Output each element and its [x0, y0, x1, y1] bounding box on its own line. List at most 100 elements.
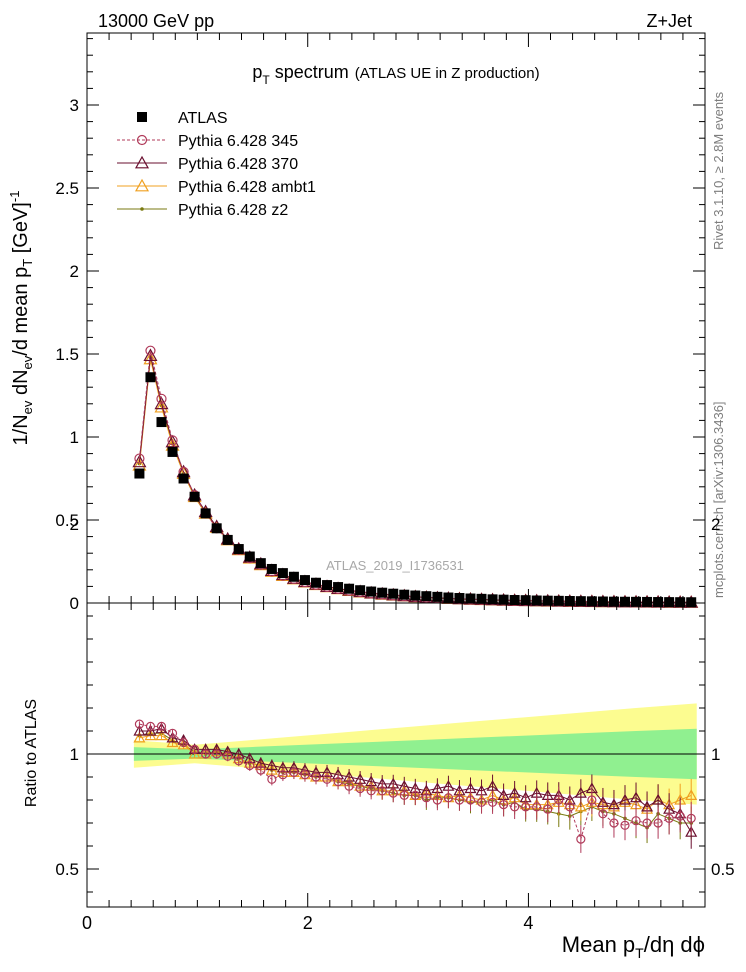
point-atlas: [631, 596, 642, 607]
ratio-point-p345: [223, 751, 233, 761]
legend: ATLAS Pythia 6.428 345 Pythia 6.428 370 Pyt…: [117, 110, 316, 219]
ratio-point-p345: [664, 813, 674, 824]
ratio-point-p345: [642, 818, 652, 828]
ratio-point-p345: [454, 795, 465, 805]
legend-entry-ambt1: Pythia 6.428 ambt1: [117, 178, 316, 196]
main-panel: 0 0.5 1 1.5 2 2.5 3: [55, 32, 706, 613]
ratio-point-p345: [344, 781, 354, 791]
header-process-label: Z+Jet: [646, 11, 692, 31]
point-atlas: [266, 563, 277, 574]
mcplots-label: mcplots.cern.ch [arXiv:1306.3436]: [711, 401, 726, 598]
point-atlas: [432, 591, 443, 602]
ratio-point-p345: [487, 797, 498, 807]
ratio-point-p345: [289, 767, 299, 778]
y-tick-label: 1.5: [55, 345, 79, 364]
point-p345: [156, 393, 167, 404]
point-atlas: [167, 446, 178, 457]
legend-entry-z2: Pythia 6.428 z2: [117, 202, 288, 219]
ratio-point-p370: [685, 825, 698, 837]
ratio-point-ambt1: [133, 731, 146, 743]
ratio-point-p370: [652, 793, 665, 805]
ratio-point-p345: [498, 799, 509, 810]
point-p345: [167, 435, 178, 446]
ratio-point-p345: [267, 774, 277, 784]
point-p370: [132, 454, 147, 468]
point-atlas: [200, 508, 211, 519]
point-atlas: [178, 473, 189, 484]
ratio-point-p345: [443, 793, 454, 803]
rivet-version-label: Rivet 3.1.10, ≥ 2.8M events: [711, 91, 726, 250]
point-atlas: [377, 587, 388, 598]
point-p370: [143, 348, 158, 362]
point-atlas: [575, 596, 586, 607]
ratio-point-p370: [133, 724, 146, 736]
point-atlas: [322, 580, 333, 591]
point-p345: [145, 345, 156, 356]
ratio-point-p345: [686, 813, 696, 824]
ratio-point-p345: [620, 820, 630, 830]
x-tick-label: 4: [523, 913, 533, 933]
ratio-point-p345: [134, 719, 145, 729]
ratio-y-tick-label-right: 2: [711, 515, 720, 534]
point-ambt1: [154, 399, 169, 413]
point-atlas: [619, 596, 630, 607]
point-atlas: [399, 589, 410, 600]
point-atlas: [355, 585, 366, 596]
point-atlas: [675, 597, 686, 608]
point-atlas: [222, 534, 233, 545]
ratio-point-p345: [178, 737, 189, 748]
ratio-point-p345: [521, 802, 531, 812]
point-atlas: [531, 595, 542, 606]
point-atlas: [553, 595, 564, 606]
ratio-point-p345: [532, 802, 542, 812]
ratio-point-ambt1: [155, 729, 168, 741]
ratio-y-axis-label: Ratio to ATLAS: [23, 699, 40, 807]
point-atlas: [586, 596, 597, 607]
ratio-point-p345: [631, 816, 641, 826]
legend-label-ambt1: Pythia 6.428 ambt1: [178, 179, 316, 196]
ratio-point-p345: [388, 788, 398, 798]
y-tick-label: 0.5: [55, 511, 79, 530]
point-p370: [154, 396, 169, 410]
ratio-point-p345: [510, 802, 520, 812]
ratio-point-p345: [201, 749, 211, 759]
series-atlas: [134, 372, 697, 608]
ratio-point-p345: [421, 793, 431, 803]
ratio-point-p345: [256, 765, 266, 775]
point-atlas: [454, 593, 465, 604]
point-atlas: [476, 593, 487, 604]
point-p370: [165, 434, 180, 448]
ratio-point-p370: [265, 759, 278, 771]
point-atlas: [310, 577, 321, 588]
point-atlas: [487, 594, 498, 605]
point-atlas: [498, 594, 509, 605]
point-atlas: [509, 595, 520, 606]
point-atlas: [664, 597, 675, 608]
header-beam-label: 13000 GeV pp: [98, 11, 214, 31]
point-p345: [134, 453, 145, 464]
point-atlas: [653, 597, 664, 608]
point-atlas: [333, 582, 344, 593]
x-tick-label: 2: [303, 913, 313, 933]
legend-entry-p345: Pythia 6.428 345: [117, 133, 298, 150]
ratio-panel: 0 2 4 0.5 0.5 1 1 2 2: [55, 515, 734, 933]
ratio-point-p345: [245, 760, 255, 771]
point-atlas: [366, 586, 377, 597]
ratio-point-p345: [465, 795, 476, 805]
point-atlas: [421, 591, 432, 602]
y-tick-label: 1: [70, 428, 79, 447]
x-tick-label: 0: [82, 913, 92, 933]
ratio-point-p370: [144, 724, 157, 736]
ratio-point-p345: [333, 776, 343, 787]
x-axis-label: Mean pT/dη dϕ: [562, 932, 705, 961]
legend-label-z2: Pythia 6.428 z2: [178, 202, 288, 219]
point-atlas: [344, 583, 355, 594]
legend-marker-p370: [134, 155, 150, 169]
ratio-point-p345: [145, 721, 156, 732]
point-atlas: [597, 596, 608, 607]
legend-marker-z2: [140, 207, 144, 211]
legend-marker-p345: [136, 134, 148, 146]
ratio-point-p370: [630, 791, 643, 803]
legend-label-atlas: ATLAS: [178, 110, 228, 127]
